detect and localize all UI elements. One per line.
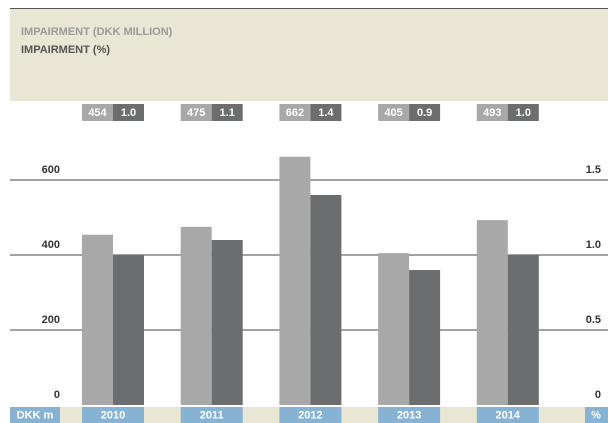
x-tick-box [279,407,342,423]
y2-tick-label: 0 [595,389,601,401]
value-label-box [507,104,539,121]
value-label-box [409,104,441,121]
x-tick-label: 2010 [101,409,125,421]
y-tick-label: 200 [42,314,60,326]
x-tick-label: 2013 [397,409,421,421]
x-tick-box [180,407,243,423]
x-tick-box [476,407,539,423]
bar [113,255,144,405]
y-tick-label: 400 [42,239,60,251]
legend-entry: IMPAIRMENT (%) [21,44,110,56]
y-tick-label: 600 [42,164,60,176]
x-tick-box [82,407,144,423]
y-axis-label: DKK m [17,409,54,421]
unit-box [585,407,608,423]
x-tick-box [378,407,441,423]
value-label-box [211,104,243,121]
value-label-box [180,104,212,121]
x-tick-label: 2011 [200,409,224,421]
legend-entry: IMPAIRMENT (DKK MILLION) [21,26,173,38]
value-label-box [378,104,410,121]
value-label: 1.4 [318,107,334,119]
value-label: 1.1 [220,107,235,119]
x-tick-label: 2014 [496,409,521,421]
bar [476,220,508,405]
bar [82,234,113,405]
bar [378,253,410,405]
value-label: 1.0 [121,107,136,119]
value-label-box [279,104,311,121]
bar [310,195,342,405]
bar [180,226,212,405]
value-label: 405 [384,107,402,119]
value-label: 493 [483,107,501,119]
bar [279,156,311,405]
y-tick-label: 0 [54,389,60,401]
value-label-box [476,104,508,121]
y2-tick-label: 1.5 [586,164,601,176]
value-label: 0.9 [417,107,432,119]
value-label: 662 [286,107,304,119]
x-tick-label: 2012 [298,409,322,421]
y2-tick-label: 1.0 [586,239,601,251]
value-label-box [82,104,113,121]
bar [507,255,539,405]
unit-box [10,407,60,423]
bar [409,270,441,405]
bar [211,240,243,405]
y2-axis-label: % [591,409,601,421]
value-label: 1.0 [516,107,531,119]
value-label-box [113,104,144,121]
value-label-box [310,104,342,121]
value-label: 454 [88,107,107,119]
value-label: 475 [187,107,205,119]
header-background [10,9,608,101]
y2-tick-label: 0.5 [586,314,601,326]
